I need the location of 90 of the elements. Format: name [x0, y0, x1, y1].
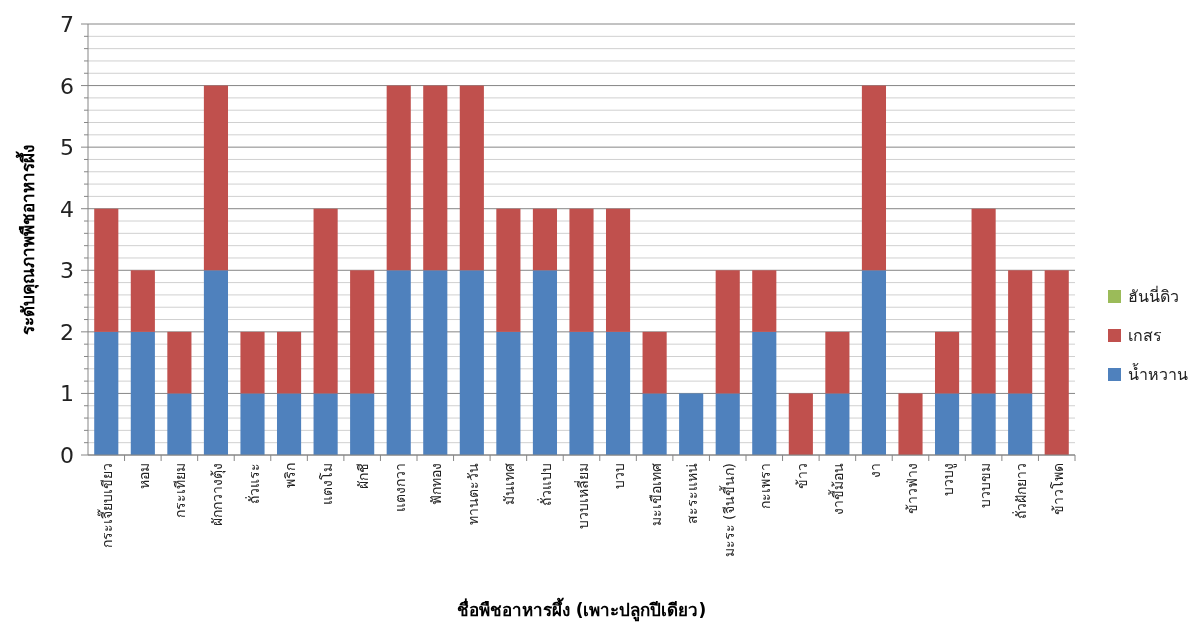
bar [130, 331, 155, 455]
bar [459, 85, 484, 271]
bar [459, 270, 484, 455]
bar [313, 208, 338, 394]
x-tick-label: มะเขือเทศ [647, 463, 664, 526]
y-tick-label: 2 [60, 319, 74, 345]
bar [94, 331, 119, 455]
bar [423, 270, 448, 455]
x-tick-label: ข้าวฟ่าง [903, 463, 920, 514]
legend-label: เกสร [1128, 326, 1162, 345]
bar [825, 393, 850, 455]
x-tick-label: ถั่วฝักยาว [1012, 463, 1030, 519]
x-tick-label: ทานตะวัน [464, 463, 481, 525]
y-tick-label: 4 [60, 196, 74, 222]
bar [569, 208, 594, 332]
x-tick-label: หอม [135, 463, 152, 489]
bar [679, 393, 704, 455]
bar [350, 393, 375, 455]
y-tick-label: 0 [60, 443, 74, 468]
bar [532, 270, 558, 455]
bar [203, 85, 229, 271]
bar [605, 208, 631, 332]
x-tick-label: ถั่วแระ [244, 463, 262, 504]
bar [276, 331, 302, 394]
bar [423, 85, 448, 271]
bar [386, 270, 411, 455]
y-tick-label: 6 [60, 73, 74, 99]
bar [313, 393, 338, 455]
bar [715, 270, 740, 394]
bar [971, 393, 996, 455]
bar [1008, 270, 1033, 394]
x-tick-label: แตงโม [318, 463, 335, 505]
bar [861, 270, 887, 455]
bar [240, 393, 265, 455]
bar [350, 270, 375, 394]
bar [934, 393, 960, 455]
bar [496, 331, 521, 455]
bar [167, 331, 192, 394]
x-tick-label: พริก [282, 463, 299, 488]
y-tick-label: 1 [60, 381, 74, 407]
bar [861, 85, 887, 271]
x-tick-label: งา [866, 463, 883, 478]
x-tick-label: ข้าว [793, 463, 810, 489]
bar [971, 208, 996, 394]
y-tick-label: 3 [60, 258, 74, 284]
bar [715, 393, 740, 455]
bar [532, 208, 558, 271]
x-tick-label: ข้าวโพด [1049, 463, 1066, 515]
bar [569, 331, 594, 455]
bar [130, 270, 155, 332]
bar [203, 270, 229, 455]
x-tick-label: บวบ [611, 463, 628, 489]
x-tick-label: กระเจี๊ยบเขียว [97, 463, 116, 548]
x-tick-label: กะเพรา [757, 463, 774, 509]
y-axis-title: ระดับคุณภาพพืชอาหารผึ้ง [15, 144, 39, 335]
bar [788, 393, 813, 455]
x-tick-label: ผักกวางตุ้ง [208, 463, 226, 526]
bar [276, 393, 302, 455]
y-tick-label: 5 [60, 135, 74, 161]
legend-label: ฮันนี่ดิว [1128, 285, 1179, 306]
bar [825, 331, 850, 394]
bar [605, 331, 631, 455]
bar [642, 393, 667, 455]
x-tick-label: มะระ (จีนขี้นก) [718, 463, 737, 558]
x-tick-label: บวบงู [940, 463, 958, 496]
x-tick-label: กระเทียม [172, 463, 189, 518]
x-tick-label: บวบขม [976, 463, 993, 508]
x-tick-label: ถั่วแปบ [536, 463, 554, 506]
x-tick-label: ฟักทอง [428, 463, 445, 505]
bar [752, 331, 777, 455]
x-tick-label: บวบเหลี่ยม [573, 463, 591, 529]
bar [167, 393, 192, 455]
x-tick-label: ผักชี [355, 463, 372, 489]
bar [386, 85, 411, 271]
bar [752, 270, 777, 332]
x-tick-label: งาขี้ม้อน [828, 463, 847, 515]
x-tick-label: มันเทศ [501, 463, 518, 505]
x-axis-title: ชื่อพืชอาหารผึ้ง (เพาะปลูกปีเดียว) [456, 597, 707, 622]
bar [94, 208, 119, 332]
bar [642, 331, 667, 394]
y-tick-label: 7 [60, 12, 74, 37]
bar [240, 331, 265, 394]
bar [1044, 270, 1069, 455]
x-tick-label: แตงกวา [391, 463, 408, 512]
bar [934, 331, 960, 394]
x-tick-label: สะระแหน่ [684, 463, 701, 524]
legend-label: น้ำหวาน [1128, 363, 1188, 384]
bar [1008, 393, 1033, 455]
bar [898, 393, 923, 455]
bar [496, 208, 521, 332]
